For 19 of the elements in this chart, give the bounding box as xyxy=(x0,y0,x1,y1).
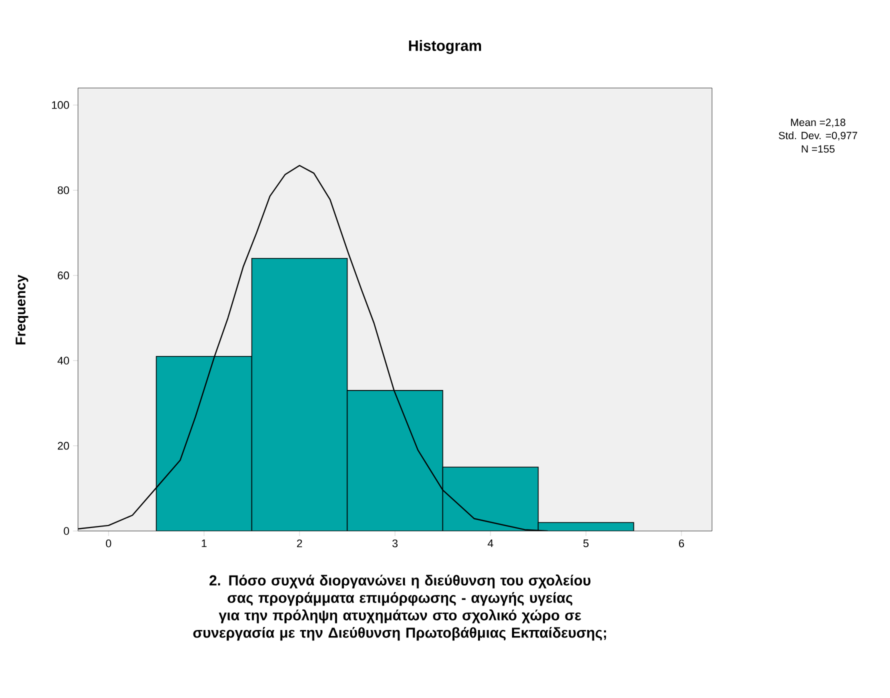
x-tick-label: 1 xyxy=(202,540,207,548)
y-tick-label: 80 xyxy=(58,186,70,194)
y-axis-title: Frequency xyxy=(16,274,28,344)
y-tick-label: 20 xyxy=(58,442,70,450)
x-tick-label: 2 xyxy=(297,540,302,548)
text: Std. Dev. =0,977 xyxy=(778,132,858,140)
x-tick-label: 3 xyxy=(392,540,398,548)
y-tick-label: 100 xyxy=(52,101,70,109)
chart-title: Histogram xyxy=(409,40,482,54)
y-tick-label: 60 xyxy=(58,272,70,280)
y-tick-label: 40 xyxy=(58,356,70,364)
x-tick-label: 5 xyxy=(583,540,589,548)
text: N =155 xyxy=(802,145,835,153)
text: Mean =2,18 xyxy=(791,118,846,128)
y-tick-label: 0 xyxy=(64,527,70,535)
x-tick-label: 4 xyxy=(488,540,494,548)
x-tick-label: 6 xyxy=(678,540,684,548)
x-axis-title: 2. Πόσο συχνά διοργανώνει η διεύθυνση του σχολείου σας προγράμματα επιμόρφωσης - αγωγής υγείας για την πρόληψη ατυχημάτων στο σχολικό χώρο σε συνεργασία με την Διεύθυνση Πρωτοβάθμιας Εκπαίδευσης; xyxy=(193,574,606,641)
x-tick-label: 0 xyxy=(106,540,112,548)
